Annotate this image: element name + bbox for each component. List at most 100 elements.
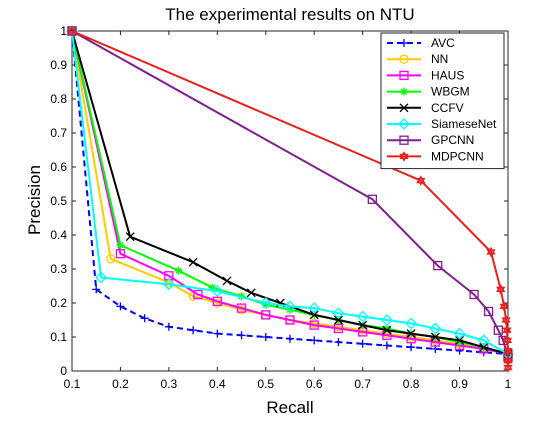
legend-label-wbgm: WBGM [431,85,470,99]
data-point-haus [193,289,203,300]
legend-label-siamesenet: SiameseNet [431,117,497,131]
data-point-haus [236,303,247,313]
data-point-wbgm [208,283,217,292]
y-tick-label: 0.3 [50,262,67,276]
data-point-avc [407,343,416,352]
data-point-gpcnn [367,194,378,204]
legend-label-haus: HAUS [431,68,464,82]
series-avc [68,27,512,358]
data-point-ccfv [430,332,440,342]
chart-title: The experimental results on NTU [165,5,414,24]
marker-triangle-up [503,362,513,371]
data-point-wbgm [455,338,464,347]
series-line-nn [71,30,509,355]
x-tick-label: 0.6 [306,377,323,391]
series-line-haus [71,30,509,355]
series-layer [66,25,514,373]
data-point-haus [333,323,344,334]
legend-label-nn: NN [431,52,448,66]
marker-triangle-down [501,317,511,326]
y-tick-label: 0 [60,364,67,378]
marker-triangle-up [499,301,509,310]
data-point-avc [116,302,125,311]
data-point-mdpcnn [502,335,513,346]
data-point-mdpcnn [503,345,513,356]
marker-triangle-up [496,284,506,293]
x-tick-label: 0.3 [161,377,178,391]
data-point-siamesenet [284,300,296,313]
marker-triangle-up [501,314,511,323]
data-point-gpcnn [469,289,479,300]
data-point-ccfv [188,257,198,267]
data-point-mdpcnn [503,362,513,373]
data-point-avc [237,331,246,340]
data-point-siamesenet [453,327,466,340]
data-point-avc [164,322,173,331]
data-point-haus [261,310,271,320]
series-siamesenet [66,25,514,360]
data-point-haus [309,320,319,330]
data-point-ccfv [333,315,343,325]
data-point-mdpcnn [486,246,496,258]
data-point-siamesenet [162,278,175,291]
data-point-haus [285,315,295,325]
x-tick-label: 0.9 [451,377,468,391]
legend-marker-avc [400,39,408,47]
x-tick-label: 0.4 [209,377,226,391]
legend-marker-haus [399,70,409,81]
data-point-avc [358,339,367,348]
data-point-avc [189,326,198,335]
data-point-siamesenet [356,310,369,323]
data-point-wbgm [116,241,125,250]
data-point-wbgm [286,305,294,314]
marker-triangle-up [503,345,513,354]
marker-triangle-down [416,177,426,186]
marker-triangle-up [486,246,496,255]
y-tick-label: 0.6 [50,160,67,174]
data-point-gpcnn [493,325,503,335]
legend-marker-nn [399,54,409,64]
data-point-avc [286,334,294,343]
data-point-avc [334,338,343,347]
marker-triangle-down [67,28,77,37]
x-tick-label: 1 [505,377,512,391]
legend-marker-mdpcnn [399,151,409,162]
data-point-siamesenet [211,285,224,298]
data-point-wbgm [174,266,183,275]
data-point-gpcnn [433,260,443,271]
y-tick-label: 0.7 [50,126,67,140]
data-point-ccfv [358,320,368,330]
x-tick-label: 0.8 [403,377,420,391]
x-axis-label: Recall [266,398,313,417]
legend-marker-gpcnn [399,135,409,145]
data-point-siamesenet [95,271,107,284]
data-point-ccfv [246,288,256,298]
marker-triangle-down [496,286,506,295]
marker-triangle-up [416,175,426,184]
x-tick-label: 0.2 [112,377,129,391]
data-point-mdpcnn [496,284,506,295]
marker-triangle-down [502,327,512,336]
series-mdpcnn [67,25,513,373]
y-tick-label: 0.5 [50,194,67,208]
y-tick-label: 0.2 [50,296,67,310]
legend-label-gpcnn: GPCNN [431,133,474,147]
data-point-ccfv [406,329,416,339]
data-point-wbgm [382,324,391,333]
marker-triangle-down [503,364,513,373]
axis-ticks: 0.1 0.2 0.3 0.4 0.5 0.6 0.7 0.8 0.9 100.10.20.30.… [50,24,511,391]
marker-triangle-down [503,347,513,356]
legend-marker-siamesenet [398,118,410,130]
data-point-mdpcnn [501,314,511,326]
data-point-avc [140,314,149,323]
data-point-ccfv [479,342,489,352]
data-point-avc [261,333,270,341]
y-tick-label: 1 [60,24,67,38]
data-point-gpcnn [483,306,494,317]
data-point-ccfv [309,310,319,320]
legend-label-ccfv: CCFV [431,101,464,115]
data-point-mdpcnn [499,301,509,312]
marker-triangle-up [399,151,409,160]
legend-marker-wbgm [400,87,408,96]
